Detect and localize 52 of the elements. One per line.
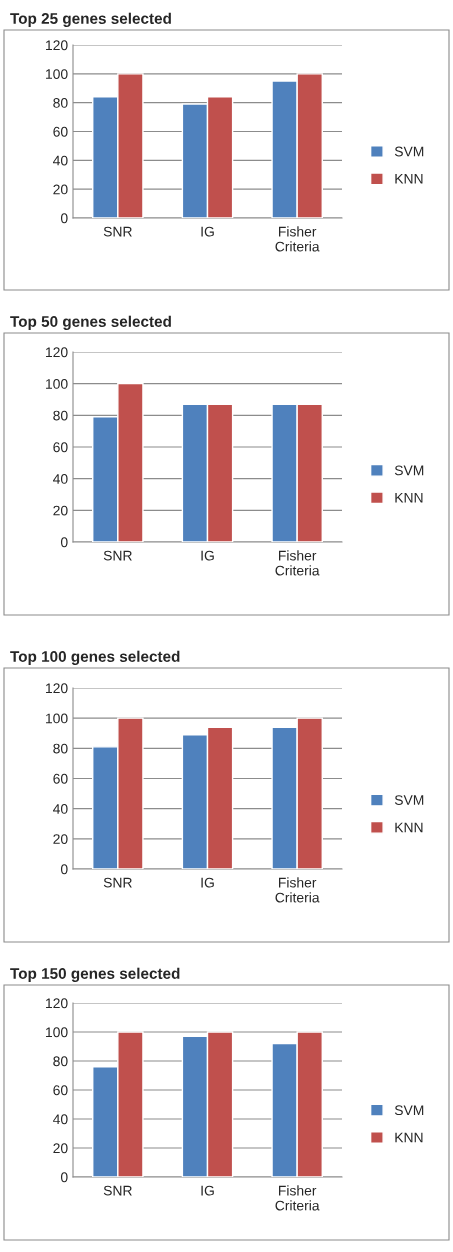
x-tick-label: Fisher Criteria: [275, 877, 320, 903]
y-tick-label: 100: [46, 69, 68, 79]
legend-label: KNN: [395, 492, 423, 503]
y-tick-label: 60: [53, 126, 68, 137]
x-tick-label: Fisher Criteria: [275, 1185, 320, 1211]
y-tick-label: 100: [46, 379, 68, 389]
legend-label: SVM: [394, 1105, 424, 1116]
y-tick-label: 60: [53, 1085, 68, 1096]
chart-title: Top 50 genes selected: [10, 315, 171, 330]
y-tick-label: 0: [60, 537, 68, 548]
y-tick-label: 40: [53, 155, 68, 166]
x-tick-label: SNR: [103, 1185, 132, 1196]
y-tick-label: 40: [53, 474, 68, 484]
y-tick-label: 100: [46, 713, 68, 724]
x-tick-label: IG: [201, 226, 214, 237]
y-tick-label: 60: [53, 442, 68, 453]
x-tick-label: Fisher Criteria: [275, 550, 320, 576]
y-tick-label: 20: [53, 834, 68, 844]
y-tick-label: 60: [53, 773, 68, 784]
x-tick-label: IG: [201, 877, 214, 888]
legend-label: KNN: [395, 1132, 423, 1143]
y-tick-label: 20: [53, 1143, 68, 1154]
legend-label: SVM: [394, 795, 424, 806]
x-tick-label: IG: [201, 550, 214, 561]
y-tick-label: 0: [60, 1172, 68, 1183]
y-tick-label: 40: [53, 804, 68, 814]
legend-label: KNN: [395, 822, 423, 833]
y-tick-label: 0: [60, 213, 68, 224]
y-tick-label: 120: [46, 683, 68, 694]
y-tick-label: 40: [53, 1114, 68, 1125]
x-tick-label: IG: [201, 1185, 214, 1196]
legend-label: SVM: [394, 146, 424, 157]
y-tick-label: 0: [60, 864, 68, 875]
y-tick-label: 80: [53, 743, 68, 754]
x-tick-label: Fisher Criteria: [275, 226, 320, 252]
legend-label: KNN: [395, 174, 423, 184]
y-tick-label: 100: [46, 1027, 68, 1038]
chart-title: Top 100 genes selected: [10, 650, 180, 665]
y-tick-label: 20: [53, 505, 68, 516]
chart-title: Top 150 genes selected: [10, 967, 180, 982]
x-tick-label: SNR: [103, 877, 132, 888]
x-tick-label: SNR: [103, 226, 132, 237]
y-tick-label: 80: [53, 410, 68, 421]
y-tick-label: 20: [53, 184, 68, 195]
chart-title: Top 25 genes selected: [10, 12, 171, 27]
y-tick-label: 120: [46, 40, 68, 51]
y-tick-label: 120: [46, 347, 68, 358]
x-tick-label: SNR: [103, 550, 132, 561]
legend-label: SVM: [394, 465, 424, 476]
y-tick-label: 80: [53, 98, 68, 108]
y-tick-label: 80: [53, 1056, 68, 1067]
y-tick-label: 120: [46, 998, 68, 1009]
